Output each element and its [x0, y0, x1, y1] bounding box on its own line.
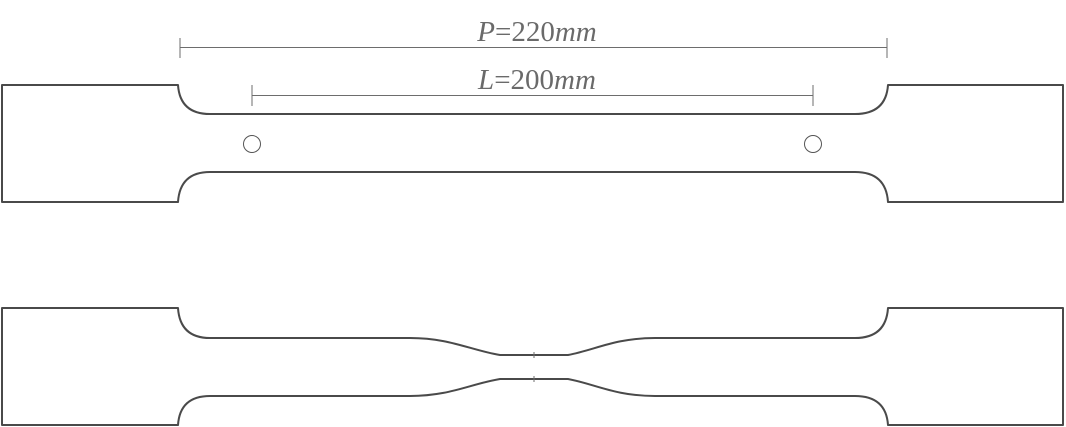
dimension-p: P=220mm — [179, 16, 888, 58]
dimension-l: L=200mm — [251, 64, 814, 106]
specimen-before-outline — [1, 84, 1064, 203]
specimen-before-test — [1, 84, 1064, 203]
gauge-mark-right — [804, 135, 822, 153]
specimen-after-outline — [1, 307, 1064, 426]
gauge-mark-left — [243, 135, 261, 153]
dimension-p-label: P=220mm — [476, 16, 596, 48]
dimension-l-label: L=200mm — [477, 64, 596, 96]
specimen-after-test — [1, 307, 1064, 426]
